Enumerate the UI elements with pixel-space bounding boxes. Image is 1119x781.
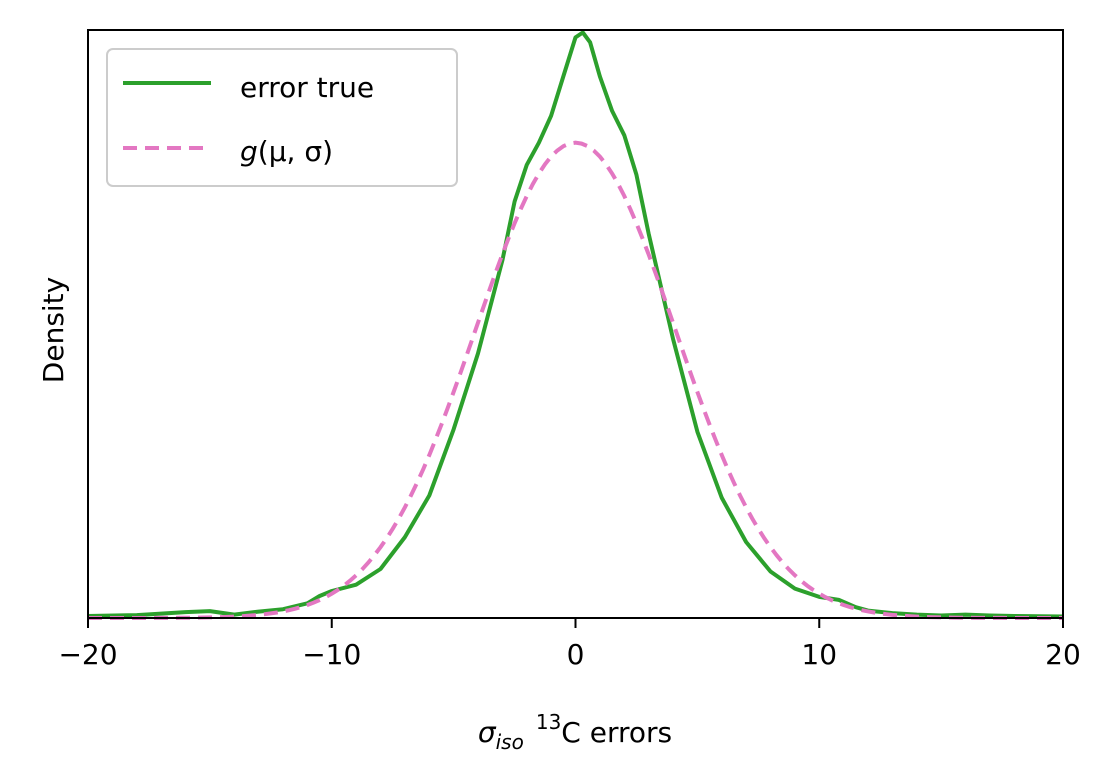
x-axis-label-symbol: σ [478, 716, 497, 749]
x-tick-label-10: 10 [801, 638, 837, 671]
x-axis-ticks: −20 −10 0 10 20 [58, 618, 1081, 671]
x-axis-label-superscript: 13 [536, 710, 561, 734]
x-axis-label: σiso 13C errors [478, 710, 672, 754]
legend-label-gaussian-fn: g [240, 135, 258, 168]
legend: error true g(μ, σ) [106, 48, 458, 187]
legend-label-gaussian: g(μ, σ) [240, 135, 333, 168]
x-axis-label-subscript: iso [496, 730, 524, 754]
x-tick-label-0: 0 [567, 638, 585, 671]
x-tick-label--20: −20 [58, 638, 117, 671]
y-axis-label: Density [37, 277, 70, 383]
x-tick-label--10: −10 [302, 638, 361, 671]
series-line-gaussian [88, 140, 1063, 620]
x-axis-label-text: C errors [561, 716, 672, 749]
legend-label-error-true: error true [240, 71, 374, 104]
series-line-error-true [87, 30, 1064, 619]
legend-label-gaussian-args: (μ, σ) [258, 135, 333, 168]
plot-area [87, 30, 1064, 620]
x-tick-label-20: 20 [1045, 638, 1081, 671]
